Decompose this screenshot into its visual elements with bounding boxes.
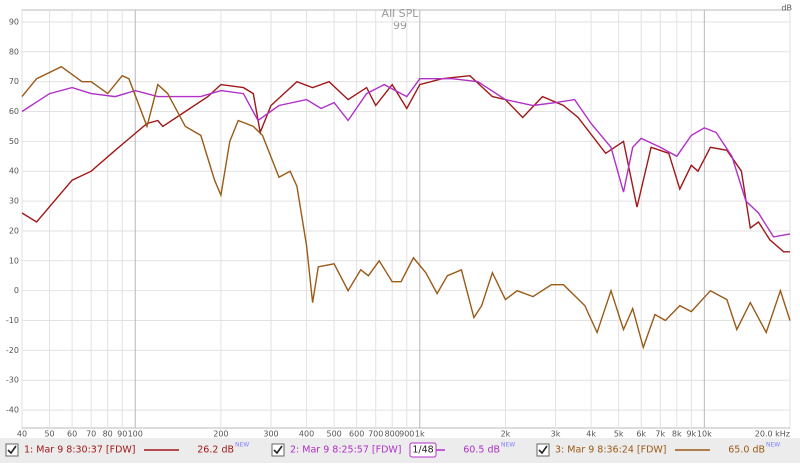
x-tick-label: 6k: [636, 430, 646, 439]
y-tick-label: 0: [14, 286, 19, 295]
x-tick-label: 200: [213, 430, 228, 439]
legend-level: 60.5 dB: [463, 445, 500, 456]
x-tick-label: 8k: [672, 430, 682, 439]
checkmark: [538, 445, 548, 455]
checkmark: [7, 445, 17, 455]
series-line: [21, 78, 791, 238]
x-tick-label: 800: [385, 430, 400, 439]
x-tick-label: 70: [86, 430, 96, 439]
x-tick-label: 80: [103, 430, 113, 439]
legend-tag: NEW: [501, 442, 515, 449]
y-tick-label: 90: [9, 17, 19, 26]
x-tick-label: 5k: [614, 430, 624, 439]
legend-tag: NEW: [766, 442, 780, 449]
y-axis-label: dB: [781, 4, 792, 13]
chart-title: All SPL: [382, 7, 420, 20]
x-tick-label: 2k: [501, 430, 511, 439]
y-tick-label: -30: [6, 376, 19, 385]
y-tick-label: -10: [6, 316, 19, 325]
x-tick-label: 7k: [655, 430, 665, 439]
plot-area: [21, 9, 791, 429]
legend-label: 1: Mar 9 8:30:37 [FDW]: [24, 445, 136, 456]
x-tick-label: 500: [326, 430, 341, 439]
checkbox[interactable]: [536, 443, 550, 457]
x-tick-label: 3k: [551, 430, 561, 439]
y-tick-label: 10: [9, 256, 19, 265]
y-tick-label: 40: [9, 167, 19, 176]
series-line: [21, 65, 791, 350]
x-tick-label: 10k: [697, 430, 712, 439]
checkbox[interactable]: [271, 443, 285, 457]
smoothing-box[interactable]: [409, 442, 437, 458]
y-tick-label: 70: [9, 77, 19, 86]
x-tick-label: 60: [67, 430, 77, 439]
y-tick-label: 30: [9, 197, 19, 206]
legend-level: 26.2 dB: [197, 445, 234, 456]
legend-label: 3: Mar 9 8:36:24 [FDW]: [555, 445, 667, 456]
x-tick-label: 900: [399, 430, 414, 439]
checkmark: [273, 445, 283, 455]
x-tick-label: 9k: [686, 430, 696, 439]
smoothing-label: 1/48: [412, 445, 433, 456]
x-tick-label: 90: [117, 430, 127, 439]
x-tick-label: 50: [44, 430, 54, 439]
y-tick-label: 20: [9, 226, 19, 235]
y-tick-label: 80: [9, 47, 19, 56]
x-tick-label: 4k: [586, 430, 596, 439]
checkbox[interactable]: [5, 443, 19, 457]
y-tick-label: -40: [6, 406, 19, 415]
legend-label: 2: Mar 9 8:25:57 [FDW]: [290, 445, 402, 456]
y-tick-label: -20: [6, 346, 19, 355]
y-tick-label: 60: [9, 107, 19, 116]
series-line: [21, 74, 790, 253]
x-tick-label: 600: [349, 430, 364, 439]
chart-subtitle: 99: [393, 19, 407, 32]
x-tick-label: 40: [17, 430, 27, 439]
x-tick-label: 700: [368, 430, 383, 439]
x-tick-label: 20.0 kHz: [755, 430, 790, 439]
x-tick-label: 400: [299, 430, 314, 439]
x-tick-label: 1k: [415, 430, 425, 439]
x-tick-label: 100: [128, 430, 143, 439]
legend-tag: NEW: [235, 442, 249, 449]
y-tick-label: 50: [9, 137, 19, 146]
legend-level: 65.0 dB: [728, 445, 765, 456]
x-tick-label: 300: [263, 430, 278, 439]
legend-bar: [0, 438, 800, 463]
